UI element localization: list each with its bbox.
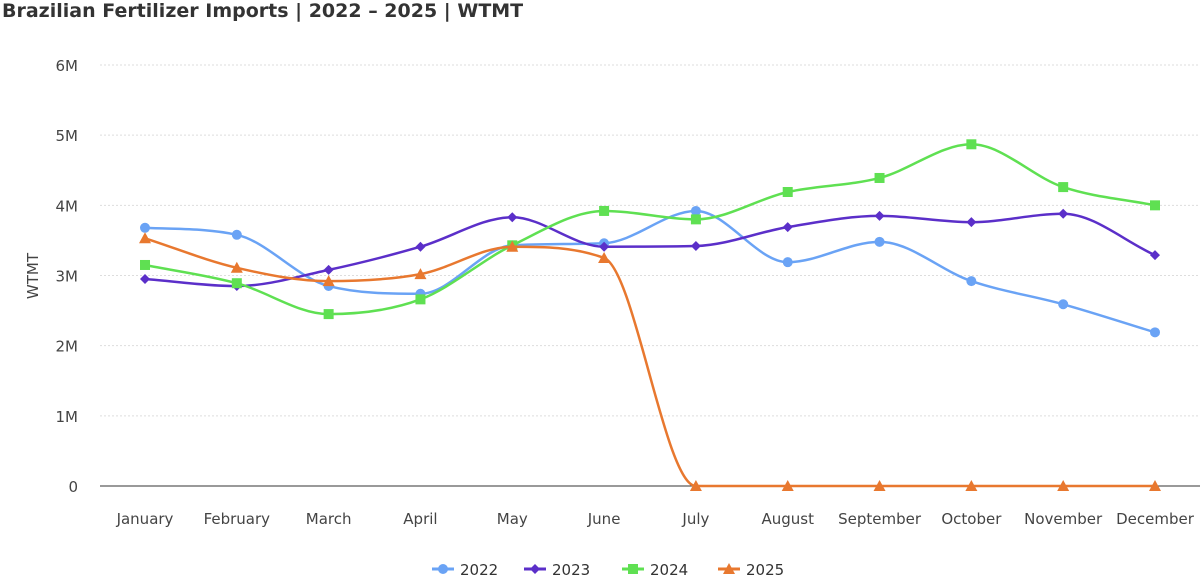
data-point	[230, 261, 243, 273]
x-tick-label: August	[761, 510, 814, 528]
data-point	[1149, 480, 1161, 491]
legend-label: 2023	[552, 561, 590, 579]
x-tick-label: October	[941, 510, 1002, 528]
data-point	[231, 278, 242, 289]
data-point	[323, 264, 334, 275]
x-tick-label: December	[1116, 510, 1195, 528]
series-2024	[140, 139, 1160, 320]
series-2025	[139, 232, 1161, 491]
legend-item-2023[interactable]: 2023	[524, 561, 590, 579]
y-tick-label: 0	[68, 478, 78, 496]
chart-title: Brazilian Fertilizer Imports | 2022 – 20…	[2, 0, 524, 22]
series-line	[144, 143, 1156, 316]
series-line	[144, 212, 1156, 288]
legend-marker	[628, 564, 638, 574]
data-point	[690, 214, 701, 225]
legend-marker	[530, 564, 540, 574]
y-tick-label: 5M	[56, 127, 79, 145]
y-axis-label: WTMT	[24, 252, 42, 299]
data-point	[1058, 182, 1069, 193]
data-point	[1150, 250, 1160, 261]
data-point	[507, 212, 518, 223]
series-2023	[140, 208, 1160, 292]
data-point	[140, 274, 150, 285]
x-tick-label: July	[681, 510, 709, 528]
series-2022	[140, 205, 1160, 338]
legend-item-2025[interactable]: 2025	[718, 561, 784, 579]
data-point	[415, 294, 426, 305]
x-tick-label: March	[306, 510, 352, 528]
data-point	[598, 251, 611, 263]
legend-label: 2025	[746, 561, 784, 579]
data-point	[966, 276, 977, 287]
data-point	[599, 241, 610, 252]
data-point	[874, 210, 885, 221]
legend-marker	[723, 563, 735, 574]
data-point	[782, 187, 793, 198]
data-point	[415, 241, 426, 252]
data-point	[414, 268, 427, 280]
data-point	[139, 232, 151, 244]
data-point	[690, 205, 701, 216]
data-point	[782, 222, 793, 233]
legend-item-2024[interactable]: 2024	[622, 561, 688, 579]
legend-label: 2024	[650, 561, 688, 579]
data-point	[231, 229, 242, 240]
data-point	[782, 257, 793, 268]
data-point	[966, 139, 977, 150]
data-point	[873, 480, 886, 491]
x-tick-label: November	[1024, 510, 1103, 528]
x-tick-label: May	[497, 510, 528, 528]
data-point	[140, 259, 150, 270]
x-tick-label: September	[838, 510, 922, 528]
x-tick-label: June	[587, 510, 621, 528]
data-point	[689, 480, 702, 491]
data-point	[140, 222, 150, 233]
y-tick-label: 6M	[56, 57, 79, 75]
data-point	[781, 480, 794, 491]
data-point	[966, 217, 977, 228]
data-point	[506, 240, 519, 252]
data-point	[1058, 208, 1069, 219]
y-tick-label: 1M	[56, 408, 79, 426]
data-point	[874, 236, 885, 247]
data-point	[690, 241, 701, 252]
x-tick-label: February	[204, 510, 271, 528]
data-point	[965, 480, 978, 491]
x-tick-label: January	[116, 510, 174, 528]
data-point	[1150, 200, 1160, 211]
data-point	[874, 172, 885, 183]
legend-item-2022[interactable]: 2022	[432, 561, 498, 579]
data-point	[599, 205, 610, 216]
x-tick-label: April	[403, 510, 437, 528]
y-tick-label: 2M	[56, 338, 79, 356]
series-line	[144, 209, 1156, 334]
legend-marker	[438, 564, 448, 574]
data-point	[1057, 480, 1070, 491]
data-point	[1150, 327, 1160, 338]
data-point	[323, 309, 334, 320]
legend-label: 2022	[460, 561, 498, 579]
data-point	[322, 275, 335, 287]
y-tick-label: 3M	[56, 268, 79, 286]
y-tick-label: 4M	[56, 197, 79, 215]
data-point	[1058, 299, 1069, 310]
